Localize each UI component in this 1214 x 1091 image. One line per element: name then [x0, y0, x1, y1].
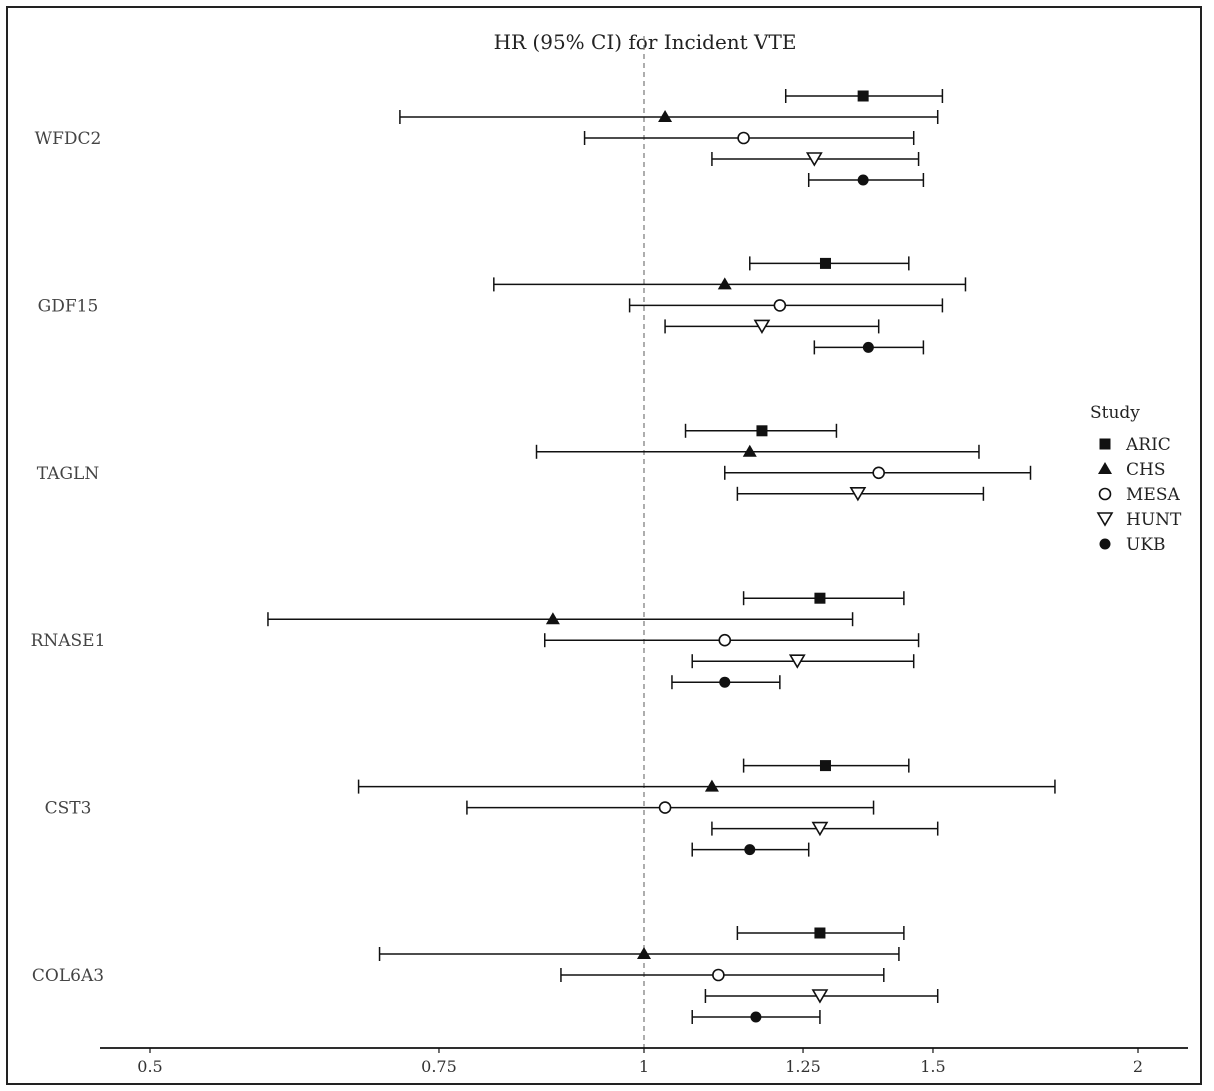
legend-item-ukb: UKB: [1099, 535, 1166, 555]
row-aric: [749, 256, 910, 271]
chart-frame: [6, 6, 1202, 1085]
row-chs: [357, 779, 1056, 794]
x-tick-label: 1.25: [785, 1057, 821, 1076]
point-estimate: [718, 633, 732, 647]
point-estimate: [773, 299, 787, 312]
group-wfdc2: [399, 89, 944, 187]
point-estimate: [811, 989, 829, 1004]
row-hunt: [664, 319, 880, 334]
point-estimate: [819, 760, 831, 772]
group-label: GDF15: [38, 296, 99, 316]
row-ukb: [691, 842, 810, 857]
group-col6a3: [378, 926, 939, 1024]
point-estimate: [658, 801, 672, 814]
point-estimate: [819, 257, 831, 269]
legend-title: Study: [1090, 403, 1140, 423]
point-estimate: [872, 466, 885, 480]
row-aric: [684, 423, 838, 438]
point-estimate: [717, 277, 732, 290]
legend-marker: [1099, 438, 1111, 450]
point-estimate: [862, 341, 874, 353]
legend-marker: [1098, 487, 1112, 501]
point-estimate: [712, 968, 725, 982]
group-label: WFDC2: [35, 129, 102, 149]
point-estimate: [737, 131, 750, 145]
point-estimate: [704, 779, 719, 792]
row-ukb: [807, 173, 925, 187]
point-estimate: [750, 1011, 762, 1023]
point-estimate: [744, 844, 756, 856]
point-estimate: [756, 425, 768, 437]
group-tagln: [535, 423, 1032, 502]
legend-item-chs: CHS: [1098, 460, 1165, 480]
group-label: CST3: [45, 799, 92, 819]
point-estimate: [753, 319, 771, 334]
group-label: TAGLN: [37, 464, 100, 484]
legend-item-mesa: MESA: [1098, 485, 1180, 505]
chart-title: HR (95% CI) for Incident VTE: [494, 30, 797, 54]
row-mesa: [466, 800, 875, 815]
group-rnase1: [267, 591, 920, 690]
row-mesa: [560, 968, 885, 982]
point-estimate: [857, 174, 869, 186]
legend-item-hunt: HUNT: [1096, 510, 1182, 530]
point-estimate: [788, 654, 806, 669]
point-estimate: [719, 676, 731, 688]
row-aric: [742, 758, 910, 773]
legend-marker: [1099, 538, 1111, 550]
point-estimate: [658, 110, 673, 122]
row-mesa: [543, 633, 920, 648]
group-label: RNASE1: [31, 631, 106, 651]
row-hunt: [736, 486, 985, 502]
group-gdf15: [493, 256, 967, 355]
row-hunt: [691, 654, 915, 669]
point-estimate: [805, 152, 823, 167]
group-cst3: [357, 758, 1056, 857]
row-ukb: [671, 675, 781, 690]
row-chs: [378, 947, 900, 961]
row-chs: [493, 277, 967, 292]
x-tick-label: 0.75: [421, 1057, 457, 1076]
legend-item-aric: ARIC: [1099, 435, 1171, 455]
x-tick-label: 1.5: [920, 1057, 945, 1076]
point-estimate: [637, 947, 651, 959]
row-mesa: [583, 131, 915, 145]
group-label: COL6A3: [32, 966, 104, 986]
legend-label: MESA: [1126, 485, 1180, 505]
legend-marker: [1098, 462, 1112, 474]
row-aric: [784, 89, 944, 103]
row-mesa: [628, 298, 944, 313]
legend-marker: [1096, 512, 1114, 527]
row-chs: [535, 444, 980, 459]
point-estimate: [849, 486, 867, 502]
legend-label: CHS: [1126, 460, 1165, 480]
row-aric: [736, 926, 905, 940]
legend: Study ARIC CHS MESA HUNT UKB: [1090, 403, 1182, 555]
row-aric: [742, 591, 905, 606]
row-hunt: [711, 821, 939, 837]
row-ukb: [813, 340, 925, 355]
point-estimate: [857, 90, 869, 102]
x-tick-label: 0.5: [137, 1057, 162, 1076]
point-estimate: [814, 592, 826, 604]
row-chs: [399, 110, 939, 124]
x-tick-label: 2: [1133, 1057, 1143, 1076]
x-tick-label: 1: [639, 1057, 649, 1076]
point-estimate: [545, 612, 560, 625]
legend-label: UKB: [1126, 535, 1166, 555]
row-hunt: [711, 152, 920, 167]
row-chs: [267, 612, 854, 627]
row-mesa: [724, 465, 1032, 480]
point-estimate: [814, 927, 826, 939]
point-estimate: [811, 821, 829, 837]
legend-label: ARIC: [1125, 435, 1171, 455]
row-hunt: [704, 989, 939, 1004]
row-ukb: [691, 1010, 821, 1024]
point-estimate: [742, 444, 757, 457]
legend-label: HUNT: [1126, 510, 1182, 530]
